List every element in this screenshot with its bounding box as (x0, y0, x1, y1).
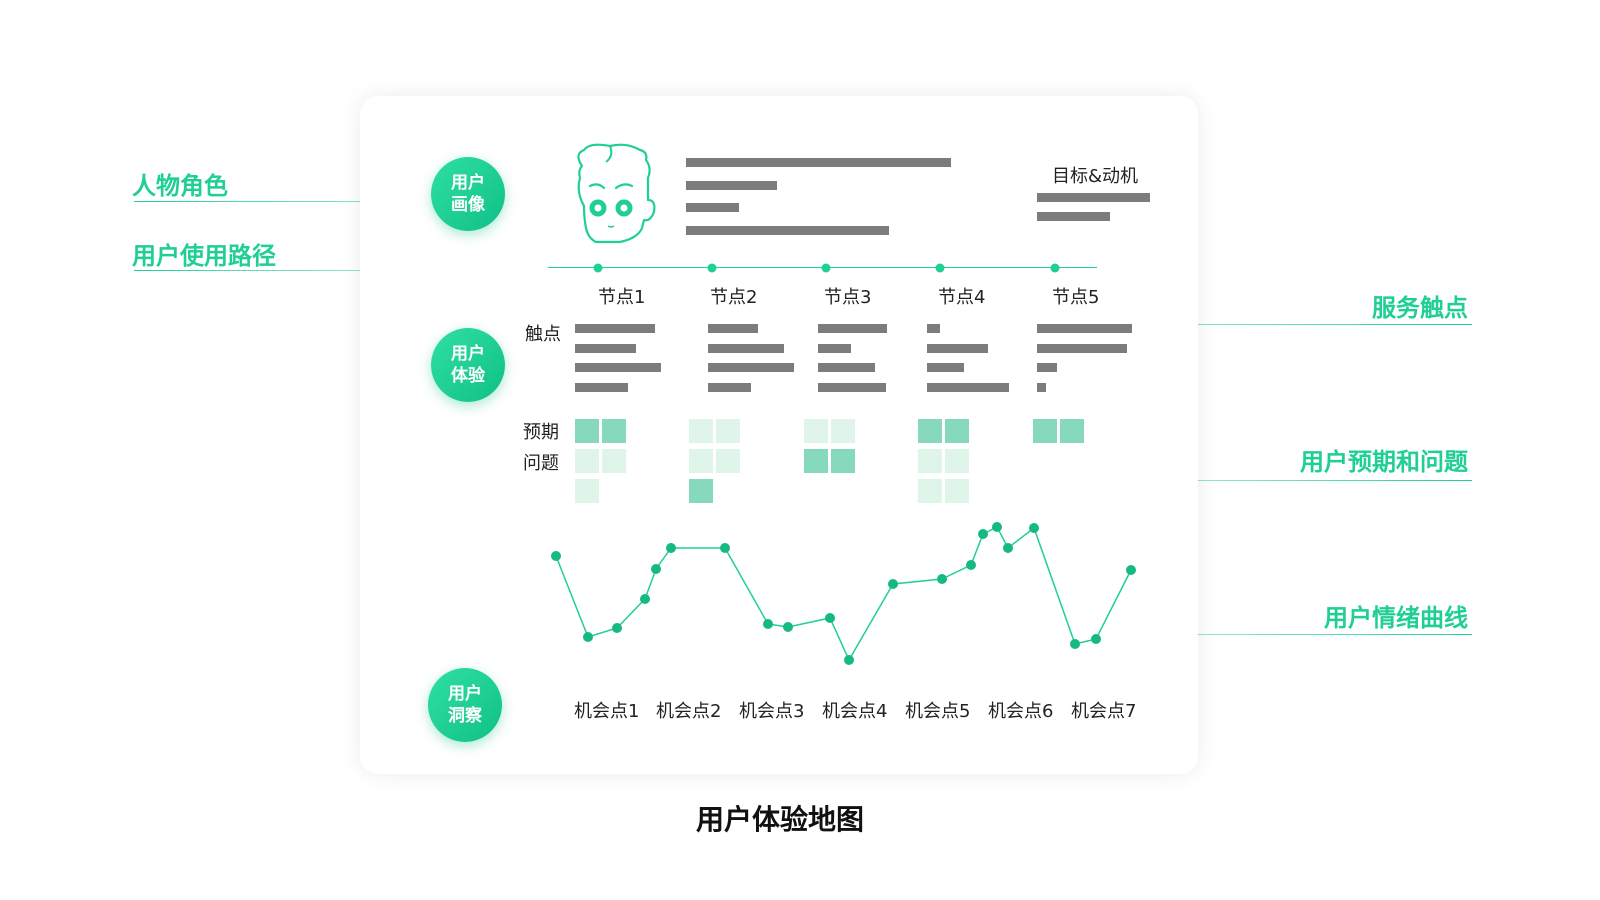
problem-square (575, 479, 599, 503)
touchpoint-bar (818, 383, 886, 392)
touchpoint-bar (708, 363, 794, 372)
node-label: 节点5 (1052, 287, 1100, 308)
emotion-connector-line (1018, 634, 1472, 635)
badge-insight-line2: 洞察 (448, 706, 482, 726)
opportunity-label: 机会点7 (1071, 701, 1137, 722)
diagram-caption: 用户体验地图 (695, 803, 864, 836)
expectation-square (945, 419, 969, 443)
journey-timeline (548, 267, 1097, 268)
badge-experience-line1: 用户 (451, 344, 485, 364)
profile-text-bar (686, 226, 889, 235)
badge-experience-line2: 体验 (451, 366, 485, 386)
badge-user-experience: 用户 体验 (431, 328, 505, 402)
badge-portrait-line2: 画像 (451, 195, 485, 215)
touchpoint-bar (927, 344, 988, 353)
opportunity-label: 机会点2 (656, 701, 722, 722)
profile-text-bar (686, 203, 739, 212)
profile-text-bar (686, 181, 777, 190)
expectation-square (1033, 419, 1057, 443)
touchpoint-bar (575, 363, 661, 372)
touchpoint-bar (927, 383, 1009, 392)
touchpoint-bar (927, 363, 964, 372)
touchpoint-bar (1037, 383, 1046, 392)
touchpoint-bar (575, 383, 628, 392)
badge-insight-line1: 用户 (448, 684, 482, 704)
goal-motivation-label: 目标&动机 (1052, 166, 1139, 187)
expectation-connector-line (1018, 480, 1472, 481)
expectation-square (689, 419, 713, 443)
opportunity-label: 机会点1 (574, 701, 640, 722)
label-expectation-problem: 用户预期和问题 (1300, 448, 1468, 476)
goal-text-bar (1037, 193, 1150, 202)
expectation-square (1060, 419, 1084, 443)
node-label: 节点2 (710, 287, 758, 308)
problem-square (831, 449, 855, 473)
problem-square (804, 449, 828, 473)
badge-user-portrait: 用户 画像 (431, 157, 505, 231)
expectation-square (918, 419, 942, 443)
badge-user-insight: 用户 洞察 (428, 668, 502, 742)
opportunity-label: 机会点5 (905, 701, 971, 722)
touchpoint-bar (1037, 324, 1132, 333)
label-persona: 人物角色 (132, 172, 228, 200)
label-service-touchpoint: 服务触点 (1372, 294, 1468, 322)
expectation-square (575, 419, 599, 443)
touchpoint-bar (818, 324, 887, 333)
problem-square (918, 449, 942, 473)
label-usage-path: 用户使用路径 (132, 242, 276, 270)
problem-row-label: 问题 (523, 453, 559, 474)
expectation-square (602, 419, 626, 443)
usage-path-connector-line (134, 270, 464, 271)
problem-square (602, 449, 626, 473)
problem-square (918, 479, 942, 503)
profile-text-bar (686, 158, 951, 167)
touchpoint-bar (818, 344, 851, 353)
problem-square (945, 479, 969, 503)
node-label: 节点4 (938, 287, 986, 308)
touchpoint-bar (575, 324, 655, 333)
touchpoint-bar (575, 344, 636, 353)
touchpoint-bar (818, 363, 875, 372)
opportunity-label: 机会点4 (822, 701, 888, 722)
problem-square (689, 479, 713, 503)
problem-square (716, 449, 740, 473)
expectation-row-label: 预期 (523, 422, 559, 443)
opportunity-label: 机会点6 (988, 701, 1054, 722)
goal-text-bar (1037, 212, 1110, 221)
touchpoint-bar (708, 344, 784, 353)
touchpoint-bar (927, 324, 940, 333)
touchpoint-connector-line (1018, 324, 1472, 325)
touchpoint-bar (1037, 344, 1127, 353)
opportunity-label: 机会点3 (739, 701, 805, 722)
problem-square (945, 449, 969, 473)
node-label: 节点1 (598, 287, 646, 308)
problem-square (575, 449, 599, 473)
badge-portrait-line1: 用户 (451, 173, 485, 193)
touchpoint-bar (708, 383, 751, 392)
label-emotion-curve: 用户情绪曲线 (1324, 604, 1468, 632)
touchpoint-bar (708, 324, 758, 333)
persona-connector-line (134, 201, 434, 202)
expectation-square (804, 419, 828, 443)
expectation-square (831, 419, 855, 443)
cartoon-face-icon (577, 143, 656, 244)
expectation-square (716, 419, 740, 443)
touchpoint-bar (1037, 363, 1057, 372)
touchpoint-row-label: 触点 (525, 324, 561, 345)
node-label: 节点3 (824, 287, 872, 308)
problem-square (689, 449, 713, 473)
